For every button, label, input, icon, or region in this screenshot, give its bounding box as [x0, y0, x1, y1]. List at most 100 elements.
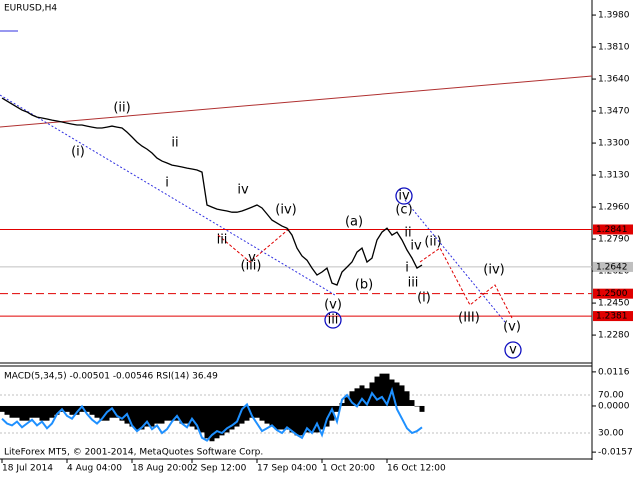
macd-bar [4, 405, 10, 415]
y-tick-label: 1.2280 [598, 331, 630, 341]
macd-bar [399, 385, 405, 406]
macd-bar [364, 388, 370, 406]
price-level-label: 1.2642 [596, 262, 628, 272]
macd-bar [294, 405, 300, 436]
macd-bar [54, 405, 60, 415]
macd-bar [94, 405, 100, 418]
macd-bar [184, 405, 190, 424]
macd-bar [219, 405, 225, 436]
x-tick-label: 18 Jul 2014 [2, 464, 53, 474]
macd-bar [39, 405, 45, 421]
y-tick-label: 1.3640 [598, 75, 630, 85]
macd-bar [159, 405, 165, 424]
macd-bar [29, 405, 35, 418]
macd-bar [99, 405, 105, 421]
macd-bar [134, 405, 140, 430]
macd-bar [224, 405, 230, 433]
y-tick-label: -0.0157 [598, 448, 633, 458]
macd-bar [269, 405, 275, 427]
macd-bar [14, 405, 20, 418]
macd-bar [179, 405, 185, 424]
y2-tick-label: 70.00 [598, 390, 624, 400]
macd-bar [314, 405, 320, 433]
price-level-box [593, 311, 633, 322]
x-tick-label: 1 Oct 20:00 [322, 464, 375, 474]
macd-bar [374, 376, 380, 406]
macd-bar [44, 405, 50, 421]
macd-bar [214, 405, 220, 439]
price-level-box [593, 288, 633, 299]
wave-label: (b) [355, 278, 373, 293]
macd-bar [129, 405, 135, 427]
macd-bar [0, 405, 5, 412]
macd-bar [9, 405, 15, 418]
wave-label: iii [217, 233, 228, 248]
macd-bar [324, 405, 330, 427]
macd-bar [274, 405, 280, 430]
macd-bar [284, 405, 290, 430]
macd-bar [379, 373, 385, 406]
macd-bar [84, 405, 90, 412]
macd-bar [254, 405, 260, 418]
wave-label: (a) [345, 215, 363, 230]
y-tick-label: 0.0000 [598, 401, 630, 411]
macd-bar [394, 382, 400, 406]
wave-label: (v) [324, 298, 342, 313]
macd-bar [239, 405, 245, 424]
macd-bar [49, 405, 55, 418]
macd-bar [174, 405, 180, 421]
macd-bar [229, 405, 235, 430]
price-level-label: 1.2381 [596, 312, 628, 322]
macd-bar [419, 405, 425, 412]
wave-label: (III) [458, 311, 480, 326]
wave-circle [324, 311, 342, 329]
macd-bar [414, 405, 420, 407]
macd-bar [19, 405, 25, 421]
rsi-line [1, 386, 423, 442]
macd-bar [169, 405, 175, 421]
y-tick-label: 1.3810 [598, 43, 630, 53]
wave-label: v [509, 343, 517, 358]
chart-title: EURUSD,H4 [4, 4, 57, 14]
macd-bar [319, 405, 325, 430]
x-tick-label: 17 Sep 04:00 [257, 464, 317, 474]
macd-bar [69, 405, 75, 415]
price-line [1, 97, 423, 286]
price-level-label: 1.2841 [596, 225, 628, 235]
wave-label: (v) [503, 320, 521, 335]
macd-bar [199, 405, 205, 433]
macd-bar [109, 405, 115, 418]
macd-bar [359, 385, 365, 406]
y-tick-label: 1.3980 [598, 11, 630, 21]
trend-line [0, 75, 593, 128]
macd-bar [139, 405, 145, 430]
wave-label: (iii) [241, 259, 262, 274]
wave-label: (iv) [483, 263, 504, 278]
price-level-box [593, 261, 633, 272]
macd-bar [264, 405, 270, 424]
y-tick-label: 1.3470 [598, 107, 630, 117]
wave-label: iv [237, 183, 249, 198]
footer: LiteForex MT5, © 2001-2014, MetaQuotes S… [4, 448, 263, 458]
wave-label: ii [404, 226, 411, 241]
wave-label: i [165, 176, 169, 191]
macd-bar [79, 405, 85, 412]
wave-projection [217, 227, 291, 263]
x-tick-label: 18 Aug 20:00 [132, 464, 193, 474]
wave-label: (c) [395, 203, 412, 218]
macd-bar [24, 405, 30, 421]
wave-label: iii [328, 313, 339, 328]
macd-bar [154, 405, 160, 424]
macd-bar [119, 405, 125, 421]
price-level-box [593, 224, 633, 235]
macd-bar [404, 391, 410, 406]
macd-bar [249, 405, 255, 418]
macd-bar [384, 373, 390, 406]
wave-label: (ii) [113, 101, 130, 116]
macd-bar [144, 405, 150, 427]
macd-bar [279, 405, 285, 430]
macd-bar [259, 405, 265, 421]
wave-label: iii [408, 276, 419, 291]
macd-bar [189, 405, 195, 427]
